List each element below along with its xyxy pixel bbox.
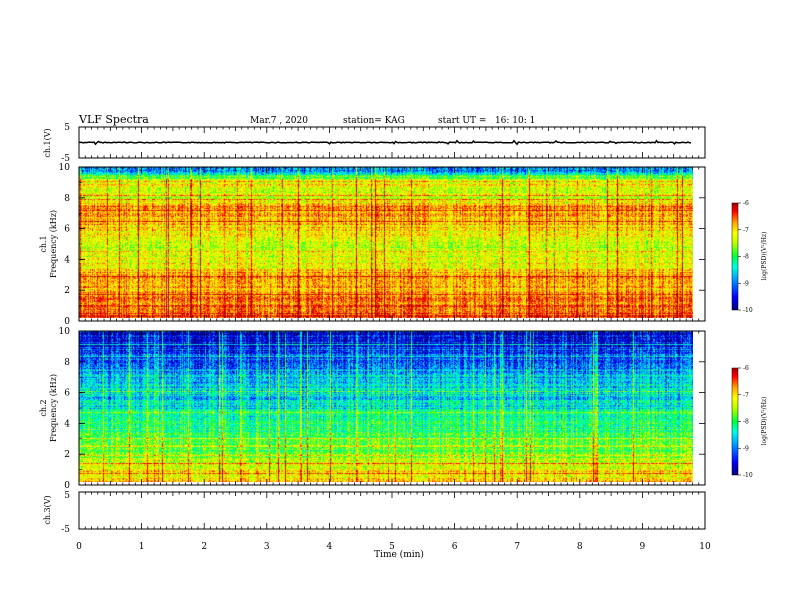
frequency-tick-label: 8	[64, 358, 70, 368]
frequency-tick-label: 4	[64, 255, 70, 265]
time-tick-label: 2	[201, 542, 207, 552]
colorbar-tick-label: -10	[743, 307, 753, 314]
ch2-frequency-ticks: 0 2 4 6 8 10	[59, 327, 705, 491]
ch2-spectrogram-freq-label: Frequency (kHz)	[49, 374, 58, 442]
frequency-tick-label: 2	[64, 286, 70, 296]
ch1-colorbar: -6 -7 -8 -9 -10 log(PSD)(V²/Hz)	[731, 200, 768, 314]
ch1-colorbar-ticks: -6 -7 -8 -9 -10	[738, 200, 753, 314]
ch3-waveform-ylabel: ch.3(V)	[43, 495, 52, 524]
ch1-ytick-top: 5	[64, 123, 70, 133]
ch1-waveform-ylabel: ch.1(V)	[43, 128, 52, 157]
time-tick-label: 1	[139, 542, 145, 552]
time-tick-label: 10	[699, 542, 711, 552]
ch3-waveform-frame	[78, 491, 706, 530]
frequency-tick-label: 6	[64, 389, 70, 399]
ch2-colorbar-label: log(PSD)(V²/Hz)	[761, 397, 768, 446]
ch2-spectrogram-freq-text: Frequency (kHz)	[49, 374, 58, 442]
time-axis-label: Time (min)	[374, 549, 424, 560]
date-text: Mar.7 , 2020	[250, 116, 308, 126]
colorbar-tick-label: -6	[743, 365, 749, 372]
colorbar-tick-label: -9	[743, 445, 749, 452]
ch1-spectrogram-channel-text: ch.1	[39, 235, 48, 252]
time-axis: 0 1 2 3 4 5 6 7 8 9 10	[76, 127, 711, 552]
ch2-colorbar: -6 -7 -8 -9 -10 log(PSD)(V²/Hz)	[731, 365, 768, 479]
ch2-colorbar-gradient	[731, 367, 739, 476]
ch2-spectrogram-image	[79, 331, 693, 482]
frequency-tick-label: 10	[59, 327, 71, 337]
ch1-frequency-ticks: 0 2 4 6 8 10	[59, 163, 705, 327]
frequency-tick-label: 2	[64, 450, 70, 460]
ch1-waveform-trace	[78, 139, 691, 146]
time-tick-label: 8	[577, 542, 583, 552]
time-tick-label: 5	[389, 542, 395, 552]
frequency-tick-label: 6	[64, 225, 70, 235]
time-tick-label: 6	[452, 542, 458, 552]
time-tick-label: 9	[640, 542, 646, 552]
start-ut-text: start UT = 16: 10: 1	[438, 116, 535, 126]
frequency-tick-label: 0	[64, 317, 70, 327]
figure-title: VLF Spectra	[78, 113, 149, 126]
time-tick-label: 4	[327, 542, 333, 552]
time-tick-label: 0	[76, 542, 82, 552]
ch1-colorbar-gradient	[731, 202, 739, 311]
colorbar-tick-label: -10	[743, 472, 753, 479]
ch1-spectrogram-freq-text: Frequency (kHz)	[49, 210, 58, 278]
ch1-spectrogram-freq-label: Frequency (kHz)	[49, 210, 58, 278]
ch2-spectrogram-channel-text: ch.2	[39, 399, 48, 416]
ch1-spectrogram-panel: 0 2 4 6 8 10 ch.1 Frequency (kHz)	[39, 163, 706, 327]
colorbar-tick-label: -8	[743, 254, 749, 261]
ch1-spectrogram-channel-label: ch.1	[39, 235, 48, 252]
ch3-ytick-top: 5	[64, 491, 70, 501]
ch1-spectrogram-image	[79, 167, 693, 318]
ch1-waveform-panel: 5 -5 ch.1(V)	[43, 123, 706, 164]
colorbar-tick-label: -8	[743, 419, 749, 426]
ch2-spectrogram-channel-label: ch.2	[39, 399, 48, 416]
ch3-waveform-panel: 5 -5 ch.3(V)	[43, 491, 706, 535]
station-text: station= KAG	[343, 116, 405, 126]
frequency-tick-label: 8	[64, 194, 70, 204]
frequency-tick-label: 10	[59, 163, 71, 173]
ch1-ytick-bottom: -5	[61, 154, 70, 164]
ch2-colorbar-ticks: -6 -7 -8 -9 -10	[738, 365, 753, 479]
ch1-colorbar-label: log(PSD)(V²/Hz)	[761, 232, 768, 281]
frequency-tick-label: 0	[64, 481, 70, 491]
time-tick-label: 7	[514, 542, 520, 552]
frequency-tick-label: 4	[64, 419, 70, 429]
ch2-spectrogram-panel: 0 2 4 6 8 10 ch.2 Frequency (kHz)	[39, 327, 706, 491]
colorbar-tick-label: -7	[743, 392, 749, 399]
colorbar-tick-label: -6	[743, 200, 749, 207]
colorbar-tick-label: -7	[743, 227, 749, 234]
ch3-ytick-bottom: -5	[61, 525, 70, 535]
colorbar-tick-label: -9	[743, 280, 749, 287]
time-tick-label: 3	[264, 542, 270, 552]
